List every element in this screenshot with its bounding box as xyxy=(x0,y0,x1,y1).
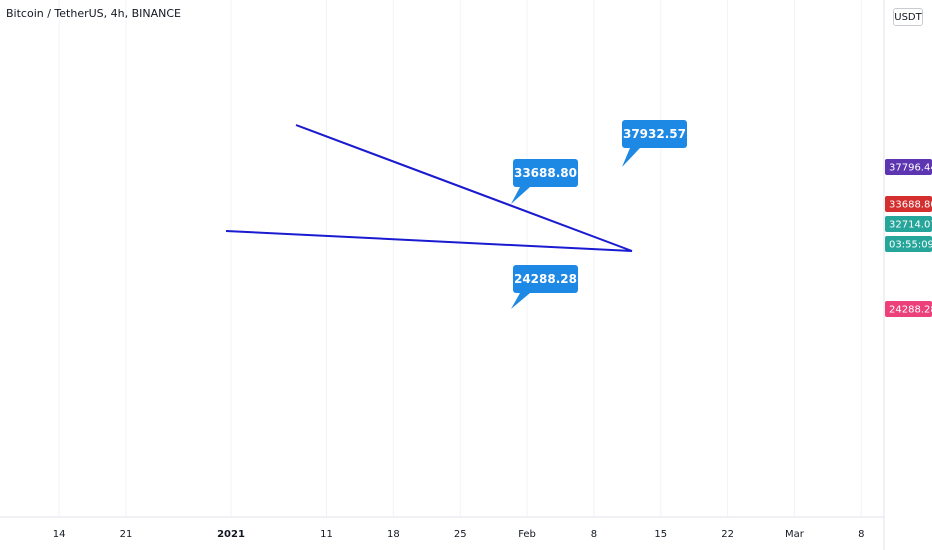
callout-pointer xyxy=(511,293,530,309)
price-callout[interactable]: 24288.28 xyxy=(511,265,578,309)
callout-box xyxy=(513,159,578,187)
price-tag-label: 24288.28 xyxy=(889,305,932,316)
trendlines[interactable] xyxy=(225,124,633,252)
chart-title: Bitcoin / TetherUS, 4h, BINANCE xyxy=(6,7,181,20)
price-tag-bg xyxy=(885,159,932,175)
price-tag: 37796.44 xyxy=(885,159,932,175)
x-tick-label: 22 xyxy=(721,529,734,540)
grid xyxy=(58,0,862,517)
x-tick-label: 18 xyxy=(387,529,400,540)
trendline[interactable] xyxy=(225,230,633,252)
callout-box xyxy=(622,120,687,148)
callout-label: 24288.28 xyxy=(514,272,577,286)
x-tick-label: Mar xyxy=(785,529,805,540)
price-tag: 33688.80 xyxy=(885,196,932,212)
price-tag-label: 33688.80 xyxy=(889,200,932,211)
callout-label: 33688.80 xyxy=(514,166,577,180)
trendline[interactable] xyxy=(295,124,633,252)
price-tags: 37796.44 33688.80 32714.07 03:55:09 24288.28 xyxy=(885,159,932,317)
price-callouts[interactable]: 37932.57 33688.80 24288.28 xyxy=(511,120,687,309)
x-tick-label: 2021 xyxy=(217,529,245,540)
callout-pointer xyxy=(511,187,530,204)
x-tick-label: 21 xyxy=(120,529,133,540)
price-callout[interactable]: 37932.57 xyxy=(622,120,687,167)
callout-pointer xyxy=(622,148,640,167)
price-callout[interactable]: 33688.80 xyxy=(511,159,578,204)
x-tick-label: 15 xyxy=(654,529,667,540)
callout-label: 37932.57 xyxy=(623,127,686,141)
x-tick-label: 14 xyxy=(53,529,66,540)
price-tag: 32714.07 xyxy=(885,216,932,232)
price-tag-bg xyxy=(885,236,932,252)
price-tag-label: 03:55:09 xyxy=(889,240,932,251)
price-tag: 03:55:09 xyxy=(885,236,932,252)
price-tag: 24288.28 xyxy=(885,301,932,317)
price-tag-label: 37796.44 xyxy=(889,163,932,174)
x-tick-label: 11 xyxy=(320,529,333,540)
price-tag-bg xyxy=(885,196,932,212)
x-tick-label: 8 xyxy=(858,529,864,540)
x-tick-label: 8 xyxy=(591,529,597,540)
price-tag-bg xyxy=(885,301,932,317)
callout-box xyxy=(513,265,578,293)
x-tick-label: 25 xyxy=(454,529,467,540)
price-tag-label: 32714.07 xyxy=(889,220,932,231)
price-tag-bg xyxy=(885,216,932,232)
x-tick-label: Feb xyxy=(518,529,536,540)
currency-unit-button[interactable]: USDT xyxy=(893,8,923,26)
x-axis-ticks: 14 21 2021 11 18 25 Feb 8 15 22 Mar 8 xyxy=(53,529,865,540)
